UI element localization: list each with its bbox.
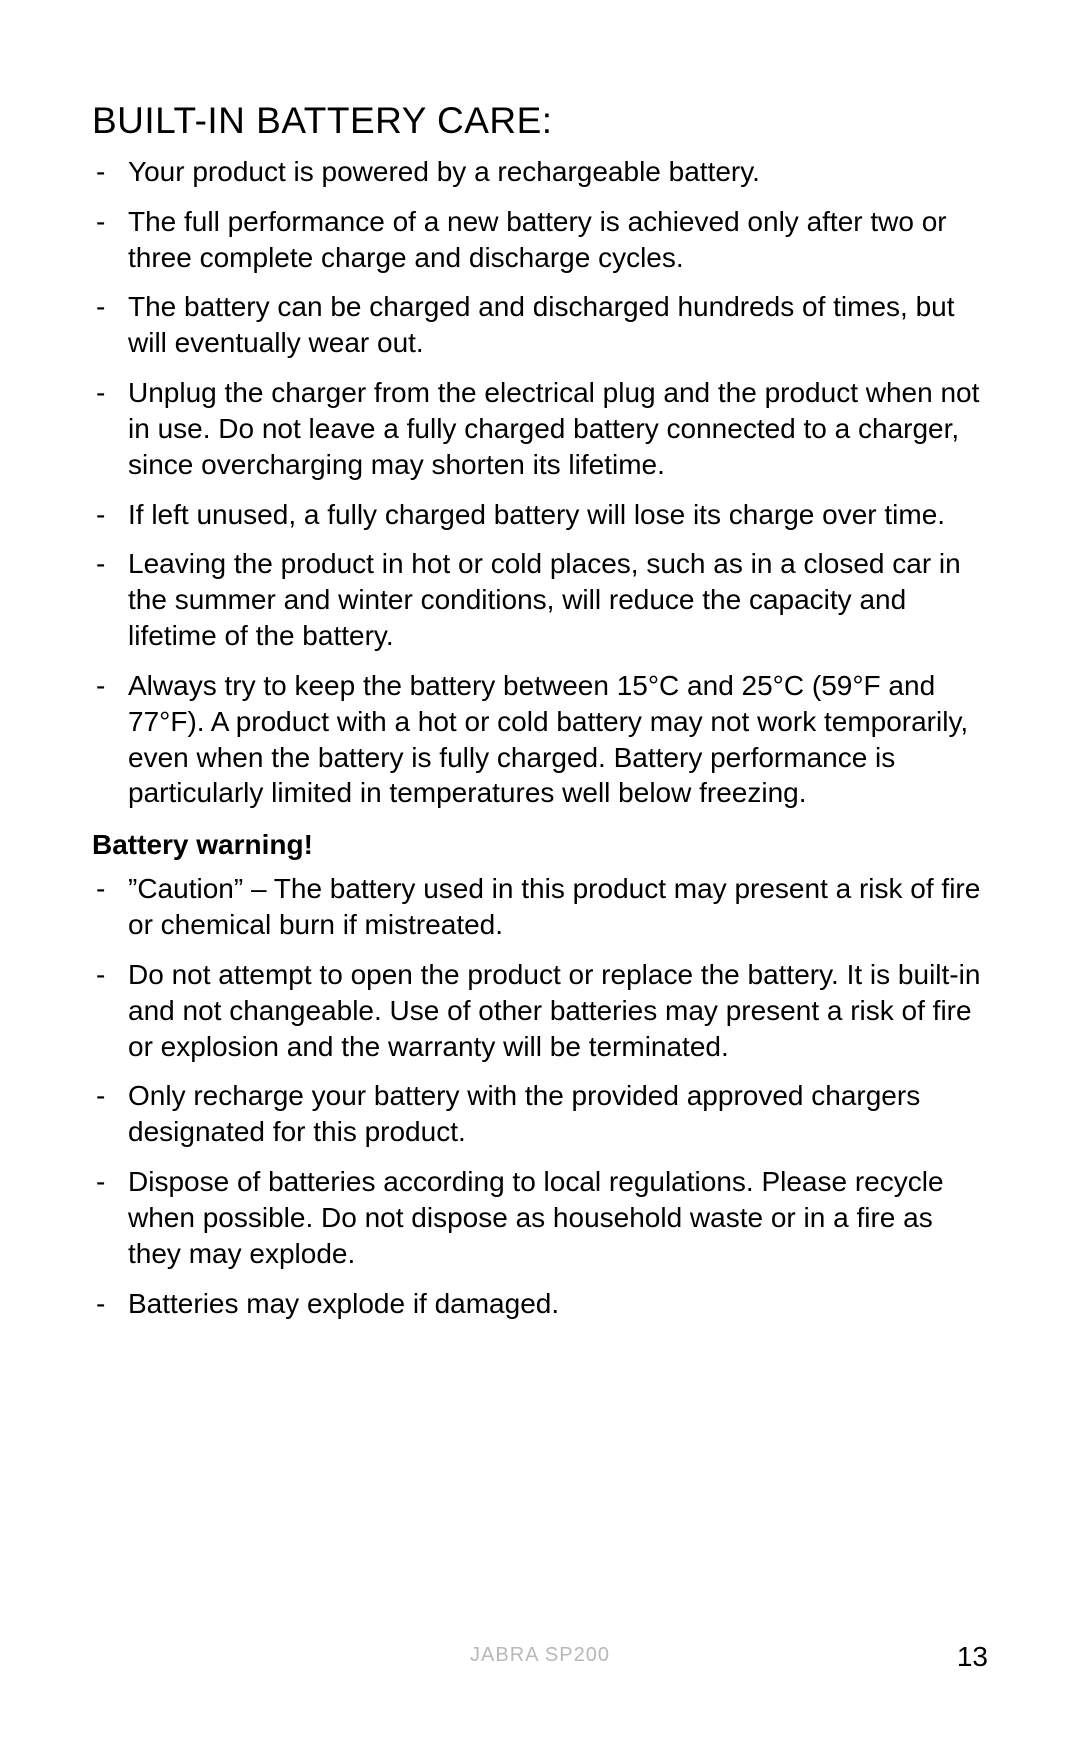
page-number: 13 <box>957 1641 988 1673</box>
footer-brand-label: JABRA SP200 <box>0 1644 1080 1667</box>
list-item: Only recharge your battery with the prov… <box>92 1078 988 1150</box>
list-item: Do not attempt to open the product or re… <box>92 957 988 1064</box>
section-heading: BUILT-IN BATTERY CARE: <box>92 100 988 142</box>
list-item: ”Caution” – The battery used in this pro… <box>92 871 988 943</box>
document-page: BUILT-IN BATTERY CARE: Your product is p… <box>0 0 1080 1737</box>
list-item: Unplug the charger from the electrical p… <box>92 375 988 482</box>
list-item: The full performance of a new battery is… <box>92 204 988 276</box>
list-item: Leaving the product in hot or cold place… <box>92 546 988 653</box>
list-item: Dispose of batteries according to local … <box>92 1164 988 1271</box>
list-item: The battery can be charged and discharge… <box>92 289 988 361</box>
battery-care-list: Your product is powered by a rechargeabl… <box>92 154 988 811</box>
list-item: Always try to keep the battery between 1… <box>92 668 988 811</box>
list-item: If left unused, a fully charged battery … <box>92 497 988 533</box>
list-item: Your product is powered by a rechargeabl… <box>92 154 988 190</box>
battery-warning-heading: Battery warning! <box>92 829 988 861</box>
list-item: Batteries may explode if damaged. <box>92 1286 988 1322</box>
battery-warning-list: ”Caution” – The battery used in this pro… <box>92 871 988 1321</box>
